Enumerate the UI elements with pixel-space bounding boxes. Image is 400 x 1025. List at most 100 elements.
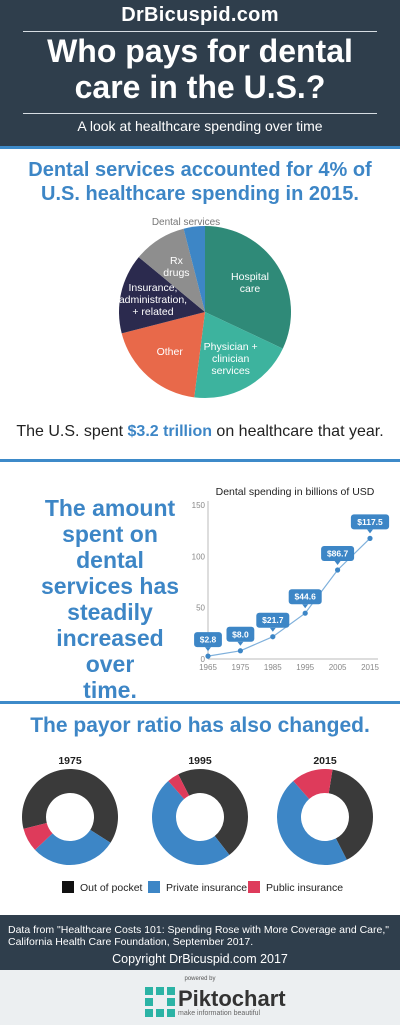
- piktochart-banner[interactable]: powered by Piktochart make information b…: [0, 970, 400, 1025]
- data-label: $86.7: [321, 545, 355, 565]
- svg-text:$44.6: $44.6: [295, 592, 317, 602]
- svg-text:$8.0: $8.0: [232, 629, 249, 639]
- title-line-1: Who pays for dental: [47, 33, 353, 69]
- donut-1975-public-insurance: [23, 822, 53, 850]
- pie-label-other: Other: [156, 345, 183, 358]
- data-label: $21.7: [256, 612, 290, 632]
- data-label: $8.0: [226, 626, 255, 646]
- source-line-2: California Health Care Foundation, Septe…: [8, 936, 254, 948]
- piktochart-logo-icon: [145, 987, 175, 1017]
- donut-2015-private-insurance: [276, 780, 347, 865]
- trend-line-1: The amount: [44, 495, 176, 521]
- donut-1975-private-insurance: [35, 829, 111, 865]
- donut-1975-out-of-pocket: [22, 769, 119, 843]
- header-divider-top: [23, 31, 377, 32]
- x-tick-label: 1975: [232, 663, 250, 672]
- trend-line-2: spent on dental: [62, 521, 158, 573]
- brand-name[interactable]: DrBicuspid.com: [121, 4, 279, 26]
- piktochart-tagline: make information beautiful: [178, 1010, 261, 1017]
- data-point: [237, 648, 243, 654]
- x-tick-label: 2005: [329, 663, 347, 672]
- source-line-1: Data from "Healthcare Costs 101: Spendin…: [8, 924, 389, 936]
- total-spending-statement: The U.S. spent $3.2 trillion on healthca…: [0, 423, 400, 441]
- spent-amount: $3.2 trillion: [127, 423, 212, 440]
- data-point: [335, 567, 341, 573]
- payor-section-title: The payor ratio has also changed.: [30, 714, 370, 737]
- header-banner: DrBicuspid.com Who pays for dental care …: [0, 0, 400, 146]
- donut-year-2015: 2015: [313, 755, 337, 767]
- out-of-pocket-label: Out of pocket: [80, 882, 143, 894]
- spending-pie-chart: [118, 226, 291, 398]
- donut-2015-public-insurance: [293, 769, 333, 799]
- svg-text:$2.8: $2.8: [200, 635, 217, 645]
- share-section-title: Dental services accounted for 4% of U.S.…: [14, 158, 386, 206]
- data-label: $44.6: [288, 589, 322, 609]
- trend-line-6: time.: [83, 677, 137, 703]
- data-point: [205, 653, 211, 659]
- pie-slice-other: [121, 312, 205, 398]
- pie-label-physician-clinician-services: Physician + clinician services: [203, 340, 258, 377]
- pie-label-hospital-care: Hospital care: [231, 271, 269, 296]
- trend-line-4: steadily: [67, 599, 153, 625]
- donut-1995-out-of-pocket: [178, 768, 249, 855]
- out-of-pocket-swatch: [62, 881, 74, 893]
- copyright: Copyright DrBicuspid.com 2017: [112, 952, 288, 966]
- trend-line-5: increased over: [56, 625, 164, 677]
- svg-text:$86.7: $86.7: [327, 548, 349, 558]
- data-point: [270, 634, 276, 640]
- x-tick-label: 1995: [296, 663, 314, 672]
- x-tick-label: 2015: [361, 663, 379, 672]
- page-subtitle: A look at healthcare spending over time: [77, 118, 323, 134]
- data-source: Data from "Healthcare Costs 101: Spendin…: [8, 924, 393, 948]
- section-divider-1: [0, 459, 400, 462]
- pie-slice-rx-drugs: [138, 228, 205, 312]
- section-divider-2: [0, 701, 400, 704]
- svg-text:$117.5: $117.5: [357, 517, 383, 527]
- line-chart-title: Dental spending in billions of USD: [216, 486, 375, 498]
- header-stripe: [0, 146, 400, 149]
- pie-label-rx-drugs: Rx drugs: [163, 254, 190, 279]
- pie-label-insurance-administration-related: Insurance, administration, + related: [118, 282, 188, 319]
- donut-1995-public-insurance: [168, 774, 190, 799]
- donut-year-1975: 1975: [58, 755, 82, 767]
- donut-year-1995: 1995: [188, 755, 212, 767]
- private-insurance-label: Private insurance: [166, 882, 248, 894]
- svg-text:$21.7: $21.7: [262, 615, 284, 625]
- dental-spending-line-chart: Dental spending in billions of USD 0 50 100…: [192, 486, 390, 672]
- x-tick-label: 1985: [264, 663, 282, 672]
- spent-prefix: The U.S. spent: [16, 423, 128, 440]
- data-point: [367, 535, 373, 541]
- x-tick-label: 1965: [199, 663, 217, 672]
- title-line-2: care in the U.S.?: [74, 69, 326, 105]
- private-insurance-swatch: [148, 881, 160, 893]
- pie-slice-dental-services: [183, 226, 205, 312]
- trend-line-3: services has: [40, 573, 180, 599]
- legend-public-insurance: Public insurance: [248, 881, 343, 894]
- piktochart-wordmark: Piktochart: [178, 986, 286, 1011]
- data-point: [302, 610, 308, 616]
- y-tick-label: 150: [192, 501, 206, 510]
- pie-label-dental-services: Dental services: [151, 217, 221, 228]
- share-title-line-2: U.S. healthcare spending in 2015.: [41, 183, 359, 205]
- y-tick-label: 100: [192, 552, 206, 561]
- data-label: $117.5: [350, 514, 390, 534]
- y-tick-label: 50: [196, 604, 205, 613]
- trend-statement: The amount spent on dental services has …: [30, 495, 190, 703]
- donut-1995-private-insurance: [151, 780, 230, 866]
- donut-2015-out-of-pocket: [328, 769, 374, 860]
- share-title-line-1: Dental services accounted for 4% of: [28, 159, 372, 181]
- page-title: Who pays for dental care in the U.S.?: [10, 33, 390, 105]
- pie-slice-insurance-administration-related: [118, 257, 205, 334]
- legend-private-insurance: Private insurance: [148, 881, 247, 894]
- payor-donut-charts: [22, 768, 374, 866]
- legend-out-of-pocket: Out of pocket: [62, 881, 142, 894]
- header-divider-bottom: [23, 113, 377, 114]
- pie-slice-physician-clinician-services: [194, 312, 283, 398]
- pie-slice-hospital-care: [205, 226, 291, 349]
- powered-by-label: powered by: [184, 976, 216, 982]
- data-label: $2.8: [194, 632, 222, 652]
- public-insurance-swatch: [248, 881, 260, 893]
- spent-suffix: on healthcare that year.: [211, 423, 384, 440]
- public-insurance-label: Public insurance: [266, 882, 344, 894]
- y-tick-label: 0: [201, 655, 206, 664]
